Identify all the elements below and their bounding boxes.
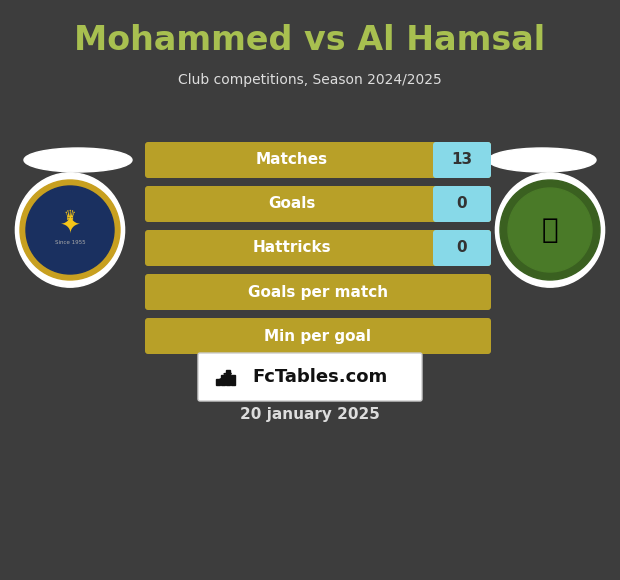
Text: ♛: ♛ (64, 209, 76, 223)
Text: Goals: Goals (268, 197, 316, 212)
Circle shape (20, 180, 120, 280)
Text: FcTables.com: FcTables.com (252, 368, 388, 386)
Ellipse shape (24, 148, 132, 172)
Circle shape (26, 186, 114, 274)
Text: 🦅: 🦅 (542, 216, 559, 244)
FancyBboxPatch shape (145, 230, 491, 266)
Ellipse shape (16, 173, 125, 287)
FancyBboxPatch shape (198, 353, 422, 401)
Circle shape (500, 180, 600, 280)
FancyBboxPatch shape (433, 230, 491, 266)
Text: ✦: ✦ (60, 215, 81, 239)
FancyBboxPatch shape (433, 142, 491, 178)
FancyBboxPatch shape (145, 142, 491, 178)
Ellipse shape (495, 173, 604, 287)
Bar (231, 375, 235, 385)
Ellipse shape (488, 148, 596, 172)
Text: Since 1955: Since 1955 (55, 240, 86, 245)
Text: Goals per match: Goals per match (248, 285, 388, 299)
Bar (221, 375, 225, 385)
Text: Hattricks: Hattricks (253, 241, 331, 256)
FancyBboxPatch shape (145, 318, 491, 354)
Text: 0: 0 (457, 197, 467, 212)
Text: Matches: Matches (256, 153, 328, 168)
FancyBboxPatch shape (145, 274, 491, 310)
FancyBboxPatch shape (145, 186, 491, 222)
FancyBboxPatch shape (433, 186, 491, 222)
Text: 20 january 2025: 20 january 2025 (240, 408, 380, 422)
Bar (226, 370, 230, 385)
Text: 0: 0 (457, 241, 467, 256)
Circle shape (508, 188, 592, 272)
Text: 13: 13 (451, 153, 472, 168)
Text: Club competitions, Season 2024/2025: Club competitions, Season 2024/2025 (178, 73, 442, 87)
Text: Mohammed vs Al Hamsal: Mohammed vs Al Hamsal (74, 24, 546, 56)
Text: Min per goal: Min per goal (265, 328, 371, 343)
Bar (216, 379, 220, 385)
